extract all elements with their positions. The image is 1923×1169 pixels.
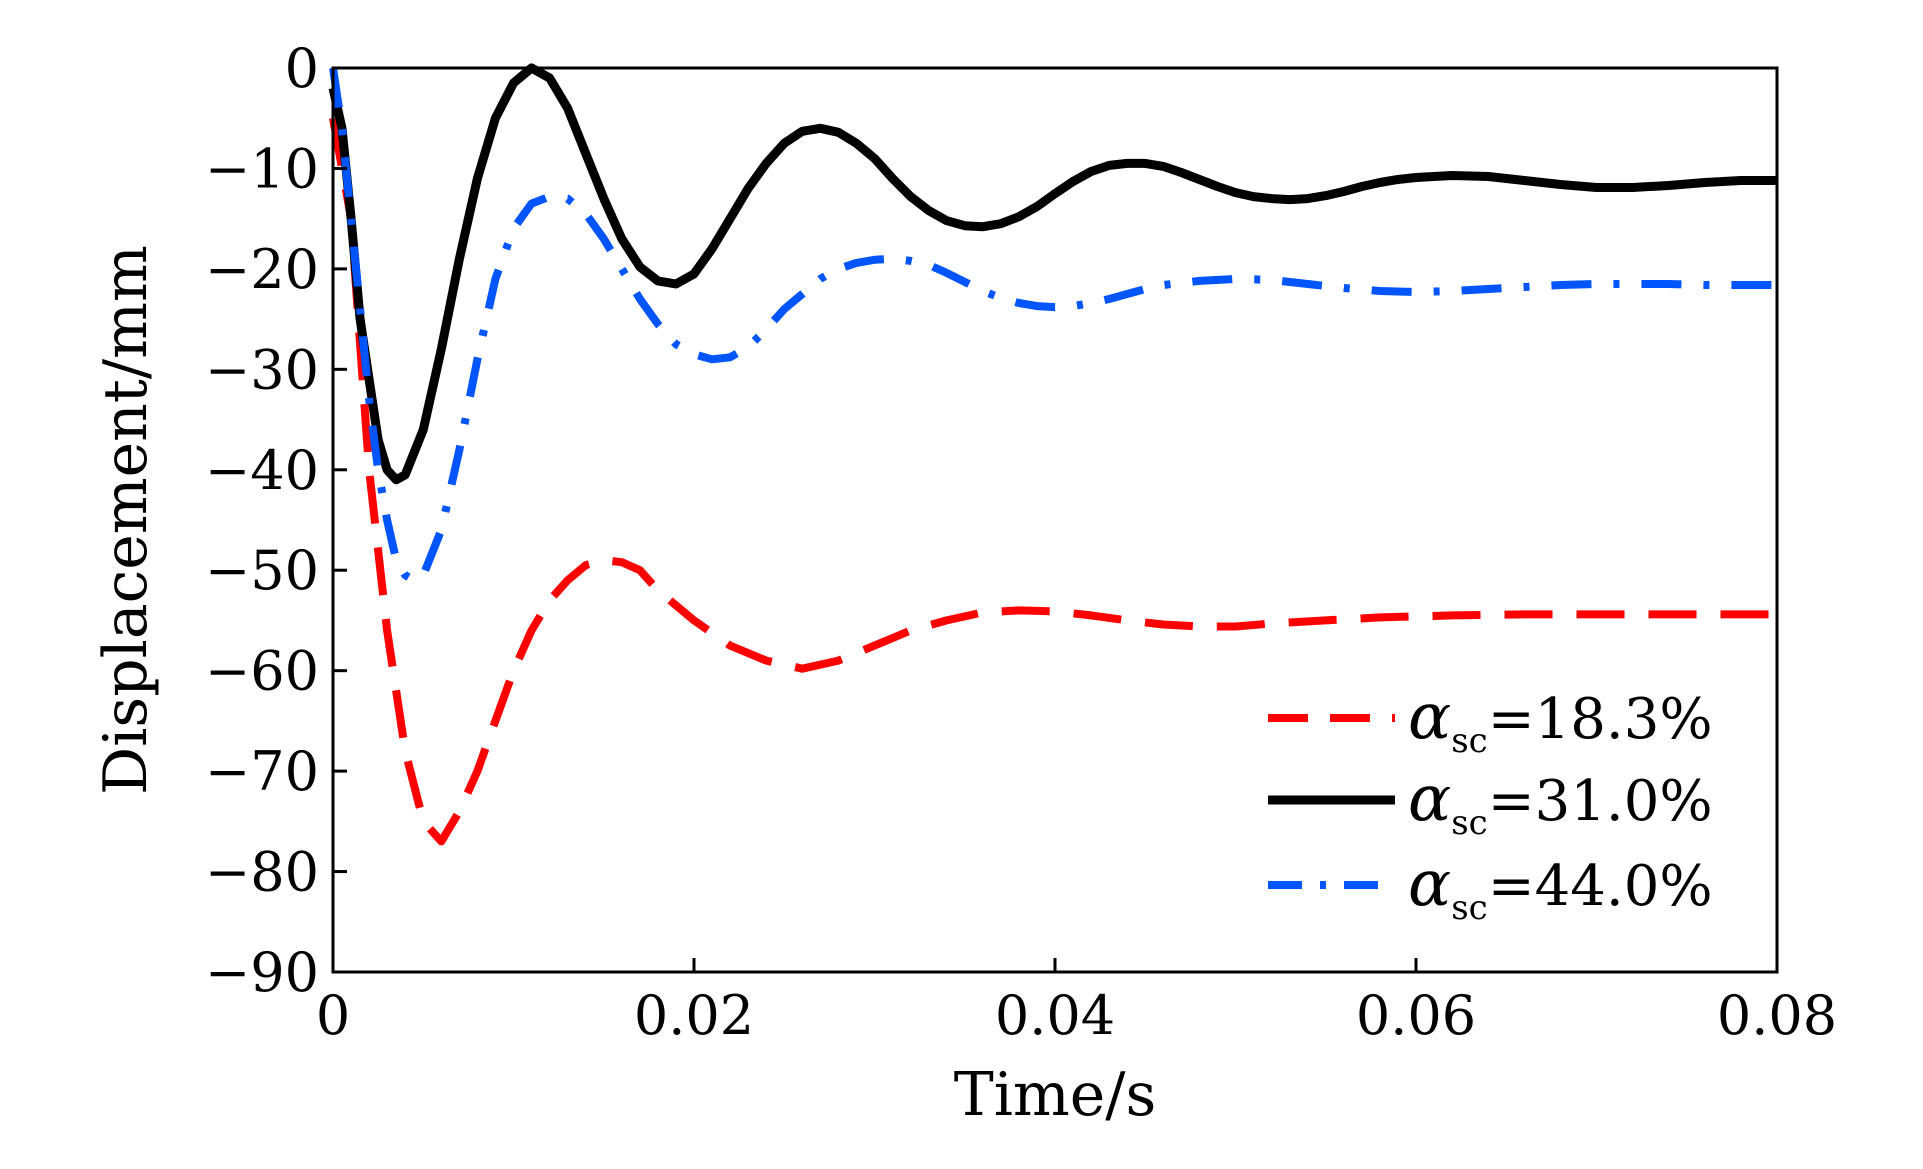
x-axis-title: Time/s xyxy=(954,1060,1157,1130)
x-tick-label: 0.04 xyxy=(995,984,1115,1047)
y-axis-title: Displacement/mm xyxy=(91,245,161,795)
y-tick-label: −30 xyxy=(205,338,319,401)
y-tick-label: −20 xyxy=(205,238,319,301)
ticks-layer: 0 0.02 0.04 0.06 0.08 0 −10 −20 −30 −40 −50 −60 −70 −… xyxy=(205,37,1837,1047)
x-tick-label: 0.06 xyxy=(1356,984,1476,1047)
legend-label-3: αsc=44.0% xyxy=(1408,847,1713,928)
legend-label-1: αsc=18.3% xyxy=(1408,680,1713,761)
y-tick-label: −70 xyxy=(205,740,319,803)
series-layer xyxy=(328,63,1777,846)
series-line-1 xyxy=(329,117,1777,846)
y-tick-label: 0 xyxy=(285,37,319,100)
y-tick-label: −50 xyxy=(205,539,319,602)
legend-label-2: αsc=31.0% xyxy=(1408,762,1713,843)
y-tick-label: −80 xyxy=(205,841,319,904)
x-tick-label: 0.02 xyxy=(634,984,754,1047)
legend: αsc=18.3%αsc=31.0%αsc=44.0% xyxy=(1268,680,1713,928)
series-line-2 xyxy=(328,63,1777,485)
y-tick-label: −10 xyxy=(205,137,319,200)
y-tick-label: −90 xyxy=(205,941,319,1004)
y-tick-label: −40 xyxy=(205,439,319,502)
series-line-3 xyxy=(329,67,1777,585)
plot-frame xyxy=(331,66,1779,974)
x-tick-label: 0.08 xyxy=(1717,984,1837,1047)
y-tick-label: −60 xyxy=(205,640,319,703)
x-tick-label: 0 xyxy=(316,984,350,1047)
